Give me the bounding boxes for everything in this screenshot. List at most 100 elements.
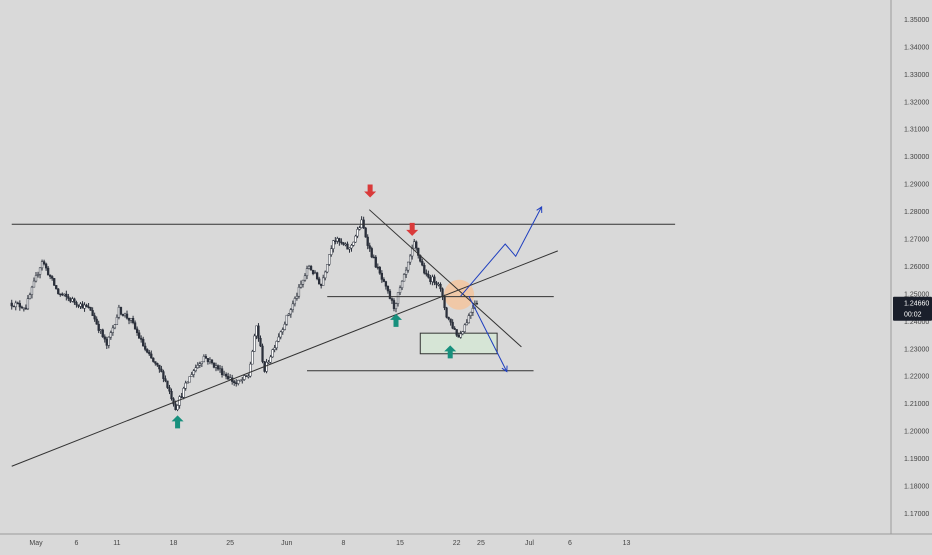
price-tick-label: 1.24000 <box>904 319 929 326</box>
current-price-tag[interactable] <box>893 296 932 321</box>
candle-body <box>439 283 442 290</box>
price-axis[interactable]: 1.17000 1.18000 1.19000 1.20000 1.21000 1.220… <box>904 17 929 518</box>
candle-body <box>170 390 173 400</box>
highlight-circle[interactable] <box>444 279 475 310</box>
forecast-up-arrow[interactable] <box>460 206 543 297</box>
candle-body <box>328 254 331 265</box>
candle-body <box>28 294 32 299</box>
candle-body <box>433 276 436 283</box>
up-arrow-marker-icon[interactable] <box>444 345 457 359</box>
price-tick-label: 1.32000 <box>904 99 929 106</box>
candle-body <box>265 361 268 372</box>
candle-body <box>101 329 104 338</box>
price-tick-label: 1.18000 <box>904 483 929 490</box>
candle-body <box>291 303 295 310</box>
forecast-down-arrow[interactable] <box>468 295 508 372</box>
candle-body <box>372 256 375 259</box>
price-tick-label: 1.25000 <box>904 291 929 298</box>
candle-body <box>196 365 199 368</box>
time-tick-label: 18 <box>170 540 178 547</box>
candle-body <box>429 276 432 282</box>
candle-body <box>342 242 345 245</box>
candle-body <box>222 373 226 376</box>
candle-body <box>356 229 359 237</box>
candle-body <box>338 238 341 243</box>
candle-body <box>358 227 361 230</box>
time-tick-label: 15 <box>396 540 404 547</box>
candle-body <box>340 241 343 244</box>
candle-body <box>425 272 428 275</box>
demand-zone[interactable] <box>419 332 498 355</box>
trend-line[interactable] <box>11 250 558 467</box>
candle-body <box>206 358 210 363</box>
candle-body <box>275 341 278 349</box>
trend-line[interactable] <box>368 209 522 348</box>
candle-body <box>142 338 145 347</box>
candle-body <box>212 362 216 368</box>
up-arrow-marker-icon[interactable] <box>171 415 184 429</box>
candle-body <box>135 328 139 334</box>
candle-body <box>354 235 357 243</box>
candle-body <box>413 241 416 249</box>
candle-body <box>93 315 96 320</box>
candle-body <box>198 363 201 366</box>
candle-body <box>398 287 402 293</box>
time-tick-label: 25 <box>226 540 234 547</box>
candle-body <box>65 293 68 297</box>
candle-body <box>247 375 250 378</box>
candle-body <box>392 300 396 309</box>
candle-body <box>241 379 244 381</box>
candle-body <box>315 272 319 280</box>
candle-body <box>69 298 72 302</box>
current-price-countdown: 00:02 <box>904 312 922 319</box>
candle-body <box>162 371 165 379</box>
time-tick-label: 11 <box>113 540 120 547</box>
candle-body <box>267 361 270 364</box>
candle-body <box>431 276 434 282</box>
candle-body <box>449 318 452 323</box>
candle-body <box>87 306 90 308</box>
time-tick-label: 6 <box>74 540 78 547</box>
time-tick-label: 8 <box>341 540 345 547</box>
up-arrow-marker-icon[interactable] <box>390 313 403 327</box>
candle-body <box>336 238 339 242</box>
candle-body <box>253 335 256 352</box>
candle-body <box>402 274 406 282</box>
candle-body <box>63 293 66 296</box>
candle-body <box>204 356 208 359</box>
down-arrow-marker-icon[interactable] <box>406 222 419 236</box>
candle-body <box>156 363 159 366</box>
candle-body <box>53 278 56 286</box>
candle-body <box>465 322 468 326</box>
candle-body <box>61 293 64 296</box>
down-arrow-marker-icon[interactable] <box>364 184 377 198</box>
time-axis[interactable]: May 6 11 18 25 Jun 8 15 22 25 Jul 6 13 <box>29 540 630 547</box>
candle-body <box>113 324 117 329</box>
candle-body <box>103 336 106 340</box>
candle-body <box>34 275 38 282</box>
candle-body <box>89 306 92 311</box>
candle-body <box>148 352 151 355</box>
candle-body <box>307 266 311 269</box>
candle-body <box>235 382 238 384</box>
candle-body <box>320 283 323 286</box>
candle-body <box>220 368 224 375</box>
candle-body <box>91 310 94 316</box>
candle-body <box>144 345 147 350</box>
candle-body <box>154 361 157 364</box>
candle-body <box>20 306 23 309</box>
candle-body <box>313 272 317 275</box>
candle-body <box>95 318 98 325</box>
candle-body <box>216 365 220 370</box>
time-tick-label: 13 <box>623 540 631 547</box>
candle-body <box>376 266 379 269</box>
candle-body <box>18 303 21 308</box>
candle-body <box>281 329 284 333</box>
time-tick-label: 22 <box>453 540 461 547</box>
candle-body <box>119 306 123 315</box>
price-tick-label: 1.33000 <box>904 72 929 79</box>
candle-body <box>249 363 252 377</box>
